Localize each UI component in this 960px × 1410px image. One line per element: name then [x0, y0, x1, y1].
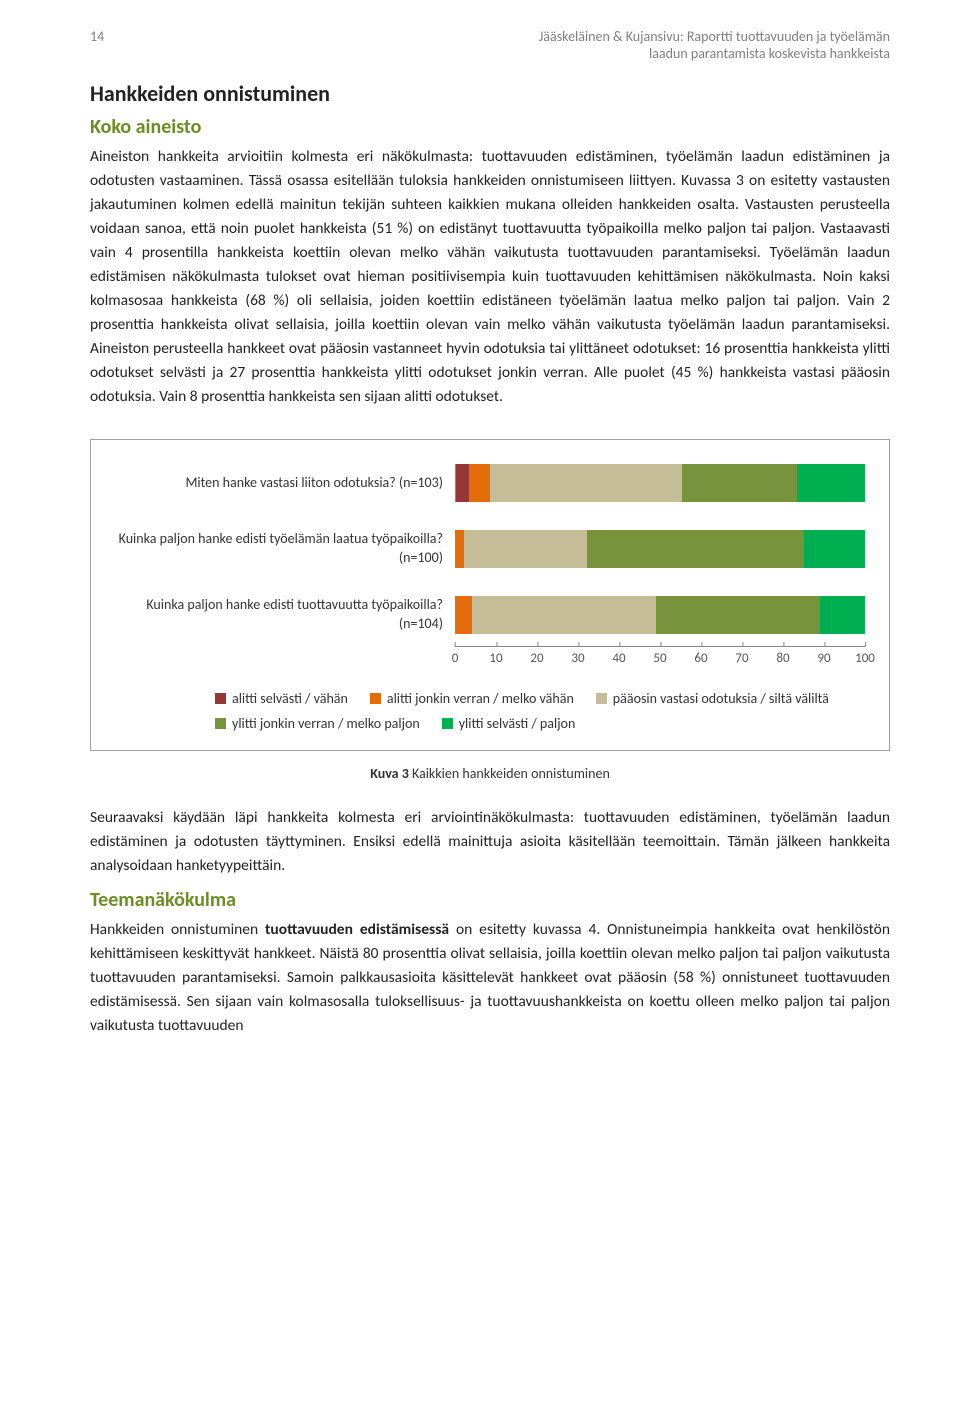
- axis-tick: 100: [855, 647, 875, 666]
- chart-segment: [456, 596, 472, 634]
- chart-rows: Miten hanke vastasi liiton odotuksia? (n…: [115, 464, 865, 634]
- legend-item: pääosin vastasi odotuksia / siltä välilt…: [596, 690, 829, 707]
- axis-tick: 20: [530, 647, 543, 666]
- legend-label: pääosin vastasi odotuksia / siltä välilt…: [613, 690, 829, 707]
- report-title: Jääskeläinen & Kujansivu: Raportti tuott…: [539, 28, 890, 62]
- chart-segment: [820, 596, 865, 634]
- axis-tick: 60: [694, 647, 707, 666]
- chart-row-label: Kuinka paljon hanke edisti työelämän laa…: [115, 530, 455, 568]
- axis-tick: 50: [653, 647, 666, 666]
- legend-swatch: [442, 718, 453, 729]
- chart-row: Kuinka paljon hanke edisti työelämän laa…: [115, 530, 865, 568]
- legend-label: alitti jonkin verran / melko vähän: [387, 690, 574, 707]
- legend-swatch: [215, 693, 226, 704]
- chart-segment: [656, 596, 820, 634]
- legend-swatch: [370, 693, 381, 704]
- chart-row-label: Kuinka paljon hanke edisti tuottavuutta …: [115, 596, 455, 634]
- axis-tick: 10: [489, 647, 502, 666]
- chart-legend: alitti selvästi / vähän alitti jonkin ver…: [215, 690, 855, 732]
- legend-swatch: [596, 693, 607, 704]
- legend-item: ylitti selvästi / paljon: [442, 715, 576, 732]
- after-chart-paragraph: Seuraavaksi käydään läpi hankkeita kolme…: [90, 806, 890, 878]
- legend-item: alitti jonkin verran / melko vähän: [370, 690, 574, 707]
- chart-segment: [587, 530, 804, 568]
- legend-swatch: [215, 718, 226, 729]
- chart-x-axis: 0102030405060708090100: [455, 646, 865, 668]
- intro-paragraph: Aineiston hankkeita arvioitiin kolmesta …: [90, 145, 890, 409]
- chart-segment: [490, 464, 682, 502]
- axis-tick: 90: [817, 647, 830, 666]
- legend-item: alitti selvästi / vähän: [215, 690, 348, 707]
- chart-kuva3: Miten hanke vastasi liiton odotuksia? (n…: [90, 439, 890, 751]
- chart-axis-row: 0102030405060708090100: [115, 646, 865, 668]
- axis-tick: 30: [571, 647, 584, 666]
- chart-caption: Kuva 3 Kaikkien hankkeiden onnistuminen: [90, 765, 890, 782]
- heading-main: Hankkeiden onnistuminen: [90, 80, 890, 107]
- axis-tick: 70: [735, 647, 748, 666]
- axis-tick: 40: [612, 647, 625, 666]
- chart-row: Kuinka paljon hanke edisti tuottavuutta …: [115, 596, 865, 634]
- legend-label: alitti selvästi / vähän: [232, 690, 348, 707]
- chart-segment: [804, 530, 865, 568]
- subheading-koko-aineisto: Koko aineisto: [90, 115, 890, 139]
- chart-bar: [455, 596, 865, 634]
- chart-row: Miten hanke vastasi liiton odotuksia? (n…: [115, 464, 865, 502]
- legend-item: ylitti jonkin verran / melko paljon: [215, 715, 420, 732]
- chart-bar: [455, 530, 865, 568]
- subheading-teema: Teemanäkökulma: [90, 888, 890, 912]
- chart-segment: [682, 464, 797, 502]
- page-number: 14: [90, 28, 104, 45]
- chart-segment: [456, 530, 464, 568]
- legend-label: ylitti selvästi / paljon: [459, 715, 576, 732]
- chart-segment: [456, 464, 469, 502]
- legend-label: ylitti jonkin verran / melko paljon: [232, 715, 420, 732]
- chart-row-label: Miten hanke vastasi liiton odotuksia? (n…: [115, 474, 455, 493]
- axis-tick: 0: [452, 647, 459, 666]
- chart-segment: [469, 464, 490, 502]
- teema-paragraph: Hankkeiden onnistuminen tuottavuuden edi…: [90, 918, 890, 1038]
- chart-bar: [455, 464, 865, 502]
- page-header: 14 Jääskeläinen & Kujansivu: Raportti tu…: [90, 28, 890, 62]
- chart-segment: [797, 464, 865, 502]
- chart-segment: [472, 596, 656, 634]
- axis-tick: 80: [776, 647, 789, 666]
- chart-segment: [464, 530, 587, 568]
